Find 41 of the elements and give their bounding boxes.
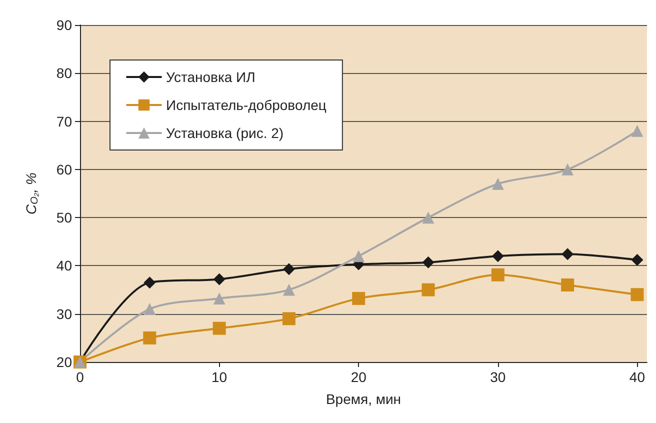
x-tick-label: 0: [76, 369, 84, 385]
point: [492, 250, 504, 262]
y-tick-label: 80: [56, 65, 72, 82]
point: [562, 163, 574, 176]
point: [422, 256, 434, 268]
point: [213, 292, 226, 304]
legend-label: Установка (рис. 2): [166, 125, 284, 141]
y-tick-label: 50: [56, 210, 72, 226]
point: [143, 331, 156, 344]
x-axis-title: Время, мин: [326, 391, 402, 407]
point: [492, 178, 504, 190]
point: [422, 212, 434, 224]
y-axis-title: CO₂, %: [23, 172, 40, 214]
legend-label: Установка ИЛ: [166, 69, 256, 85]
y-tick-label: 70: [56, 113, 72, 130]
point: [630, 288, 644, 302]
point: [561, 278, 574, 292]
y-tick-label: 30: [56, 306, 72, 322]
y-tick-label: 60: [56, 161, 72, 178]
legend-label: Испытатель-доброволец: [166, 97, 326, 113]
x-tick-label: 20: [350, 369, 367, 385]
point: [282, 284, 295, 296]
point: [282, 263, 295, 276]
point: [352, 250, 365, 262]
point: [213, 273, 226, 286]
point: [631, 124, 644, 137]
y-tick-label: 40: [56, 258, 72, 274]
x-tick-label: 10: [212, 369, 228, 385]
point: [282, 312, 296, 326]
x-tick-label: 40: [629, 369, 646, 385]
point: [212, 322, 226, 335]
point: [422, 283, 435, 296]
y-tick-label: 90: [56, 17, 72, 33]
point: [631, 254, 644, 266]
x-tick-label: 30: [490, 369, 506, 385]
y-tick-label: 20: [56, 354, 72, 370]
point: [144, 303, 156, 316]
point: [352, 292, 366, 305]
point: [562, 248, 574, 260]
point: [491, 268, 504, 282]
point: [144, 276, 156, 289]
